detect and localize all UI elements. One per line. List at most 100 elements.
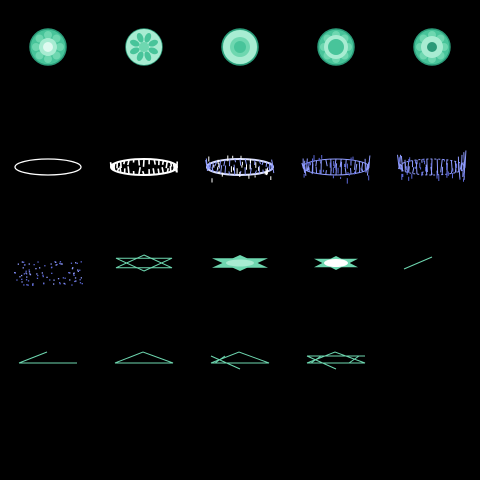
triangle-cross-1 (306, 355, 337, 370)
triangle-outline (306, 351, 366, 364)
dust-particle (42, 275, 44, 278)
gem-core (328, 39, 344, 55)
dust-particle (69, 272, 71, 274)
dust-particle (32, 284, 34, 286)
hexagram-tri-down (115, 257, 173, 272)
dust-particle (29, 273, 31, 275)
sprite-frames (14, 28, 467, 370)
dust-particle (74, 277, 77, 279)
spiky-ring-sparks (398, 157, 465, 182)
dust-particle (26, 276, 28, 278)
dust-particle (59, 261, 62, 263)
dust-particle (50, 267, 53, 269)
sprite-frame-ellipse-outline (14, 158, 82, 176)
gem-facet (44, 31, 52, 39)
sprite-frame-spiky-ellipse (301, 155, 371, 184)
gem-facet (56, 43, 64, 51)
dust-particle (69, 279, 71, 281)
dust-particle (76, 262, 78, 264)
gem-rim (317, 28, 355, 66)
dust-particle (49, 279, 51, 281)
gem-glow (43, 42, 53, 52)
sprite-frame-gem (125, 28, 163, 66)
dust-particle (26, 284, 28, 286)
sprite-frame-hexagram (314, 256, 358, 270)
dust-particle (77, 269, 79, 271)
dust-particle (74, 280, 76, 283)
sprite-frame-spiky-ellipse (397, 150, 467, 182)
dust-particle (79, 269, 81, 271)
dust-particle (32, 283, 34, 285)
dust-particle (23, 273, 25, 275)
dust-particle (33, 264, 35, 266)
dust-particle (21, 278, 23, 280)
sprite-frame-triangle-build (18, 351, 77, 364)
gem-rim (29, 28, 67, 66)
gem-facet (32, 43, 40, 51)
gem-petal (130, 39, 140, 47)
sprite-frame-gem (29, 28, 67, 66)
spiky-ring-spikes (109, 158, 178, 176)
dust-particle (81, 283, 83, 285)
ellipse-ring (14, 158, 82, 176)
dust-particle (21, 281, 23, 283)
dust-particle (36, 277, 39, 279)
dust-particle (73, 274, 75, 276)
dust-particle (80, 277, 82, 279)
sprite-frame-spiky-ellipse (109, 158, 178, 176)
gem-petal (136, 51, 144, 61)
dust-particle (14, 272, 16, 274)
triangle-cross-3 (348, 355, 360, 364)
dust-particle (26, 273, 28, 275)
dust-particle (41, 272, 43, 274)
sprite-frame-gem (317, 28, 355, 66)
dust-particle (25, 270, 27, 272)
hexagram-glow (226, 259, 254, 267)
triangle-outline (210, 351, 270, 364)
gem-petal (144, 51, 152, 61)
gem-rim (413, 28, 451, 66)
ring-row (14, 150, 467, 184)
hexagram-core (324, 259, 348, 267)
triangle-cross-2 (310, 355, 322, 364)
gem-petal (148, 47, 158, 55)
gem-facet (35, 51, 44, 60)
dust-particle (28, 269, 30, 271)
triangle-cross-2 (214, 355, 226, 364)
dust-particle (21, 274, 23, 277)
gem-core (234, 41, 246, 53)
dust-particle (77, 270, 79, 272)
dust-particle (75, 280, 77, 282)
dust-particle (59, 262, 61, 265)
dust-particle (54, 261, 56, 263)
dust-particle (50, 263, 52, 265)
dust-particle (44, 265, 46, 267)
dust-particle (23, 284, 25, 286)
sprite-frame-triangle-build (210, 351, 270, 370)
gem-core (139, 42, 149, 52)
dust-particle (79, 282, 82, 284)
gem-facet (44, 55, 52, 63)
dust-particle (35, 268, 37, 270)
dust-particle (23, 261, 25, 263)
gem-petal (148, 39, 158, 47)
spiky-ring-sparks (208, 155, 272, 183)
triangle-outline (114, 351, 174, 364)
dust-particle (75, 262, 77, 264)
sprite-frame-line-stroke (403, 256, 433, 270)
dust-particle (72, 267, 74, 269)
hexagram-tri-up (115, 254, 173, 269)
dust-particle (63, 282, 65, 285)
dust-particle (37, 274, 39, 277)
dust-particle (29, 274, 32, 276)
dust-particle (79, 279, 81, 281)
trace-line (403, 256, 433, 270)
dust-particle (71, 268, 74, 270)
dust-particle (51, 272, 53, 274)
dust-particle (59, 283, 61, 285)
dust-particle (55, 264, 57, 266)
dust-particle (22, 267, 24, 269)
gem-petal (136, 33, 144, 43)
triangle-left-edge (18, 351, 48, 364)
